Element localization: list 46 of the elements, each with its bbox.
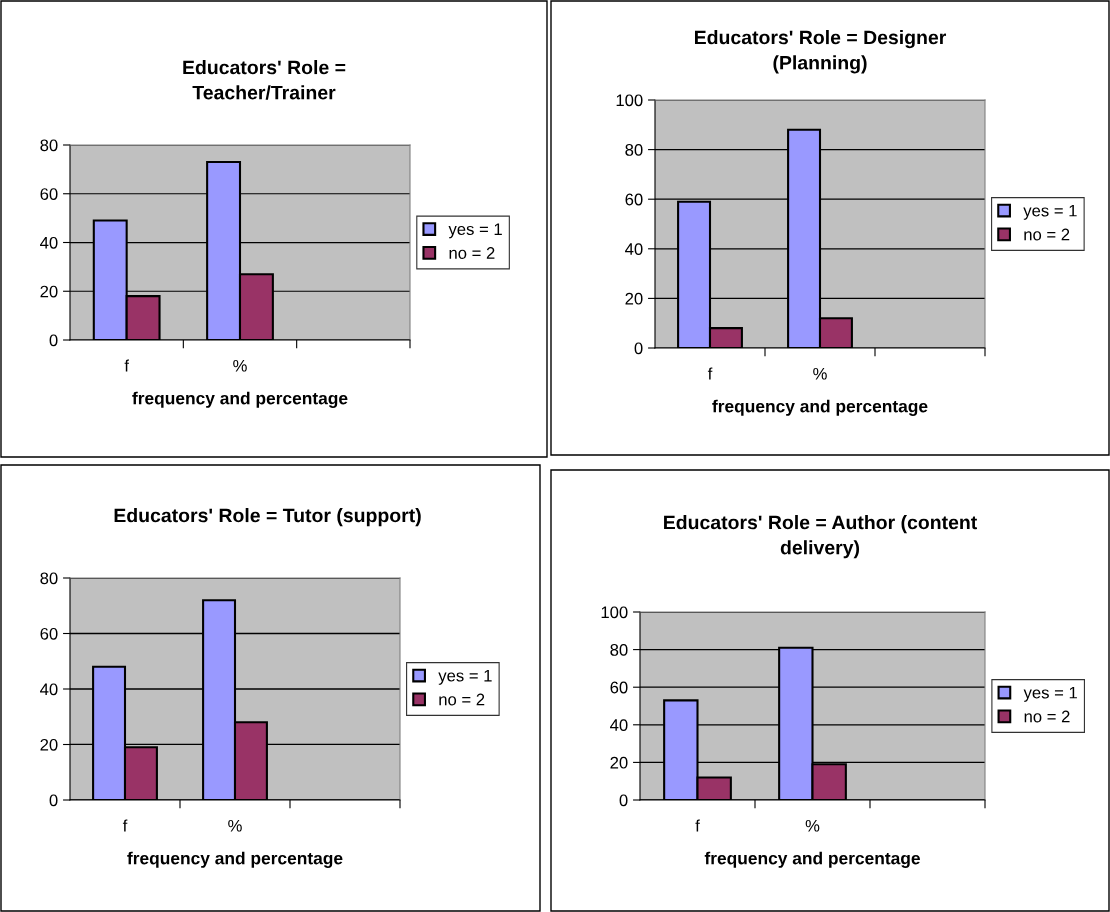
y-tick-label: 40 — [40, 236, 58, 249]
y-tick-label: 60 — [610, 681, 628, 694]
y-tick-label: 0 — [49, 334, 58, 347]
legend-label: yes = 1 — [438, 669, 492, 685]
legend-label: yes = 1 — [1023, 686, 1077, 702]
legend-label: no = 2 — [439, 693, 485, 706]
chart-title: Educators' Role = Author (content delivery) — [664, 515, 978, 559]
y-tick-label: 80 — [40, 572, 58, 585]
x-tick-label: % — [228, 819, 242, 832]
legend-label: yes = 1 — [448, 223, 502, 239]
y-tick-label: 80 — [625, 144, 643, 156]
y-tick-label: 100 — [616, 94, 643, 107]
y-tick-label: 0 — [619, 794, 628, 807]
x-tick-label: f — [707, 367, 713, 380]
y-tick-label: 80 — [610, 644, 628, 656]
y-tick-label: 60 — [40, 188, 58, 200]
x-tick-label: % — [233, 359, 247, 372]
legend-label: no = 2 — [1024, 710, 1070, 723]
y-tick-label: 0 — [634, 342, 643, 355]
legend-label: no = 2 — [449, 247, 495, 259]
y-tick-label: 20 — [40, 738, 58, 751]
y-tick-label: 20 — [625, 292, 643, 305]
y-tick-label: 40 — [625, 243, 643, 255]
y-tick-label: 40 — [610, 719, 628, 731]
y-tick-label: 60 — [625, 193, 643, 206]
y-tick-label: 40 — [40, 683, 58, 696]
chart-title: Educators' Role = Designer (Planning) — [695, 30, 947, 74]
x-axis-title: frequency and percentage — [704, 851, 920, 868]
y-tick-label: 20 — [40, 285, 58, 298]
x-tick-label: f — [122, 819, 128, 832]
y-tick-label: 100 — [601, 606, 628, 619]
chart-title: Educators' Role = Tutor (support) — [114, 508, 421, 527]
x-axis-title: frequency and percentage — [712, 399, 928, 416]
legend-label: no = 2 — [1024, 228, 1070, 241]
x-tick-label: f — [695, 819, 700, 832]
legend-label: yes = 1 — [1023, 204, 1077, 220]
chart-title: Educators' Role = Teacher/Trainer — [183, 60, 346, 100]
x-axis-title: frequency and percentage — [132, 391, 348, 408]
x-axis-title: frequency and percentage — [127, 851, 343, 868]
y-tick-label: 0 — [49, 794, 58, 807]
y-tick-label: 80 — [40, 139, 58, 152]
y-tick-label: 20 — [610, 756, 628, 769]
x-tick-label: % — [805, 819, 820, 832]
x-tick-label: % — [813, 367, 827, 380]
y-tick-label: 60 — [40, 627, 58, 640]
x-tick-label: f — [124, 359, 130, 372]
